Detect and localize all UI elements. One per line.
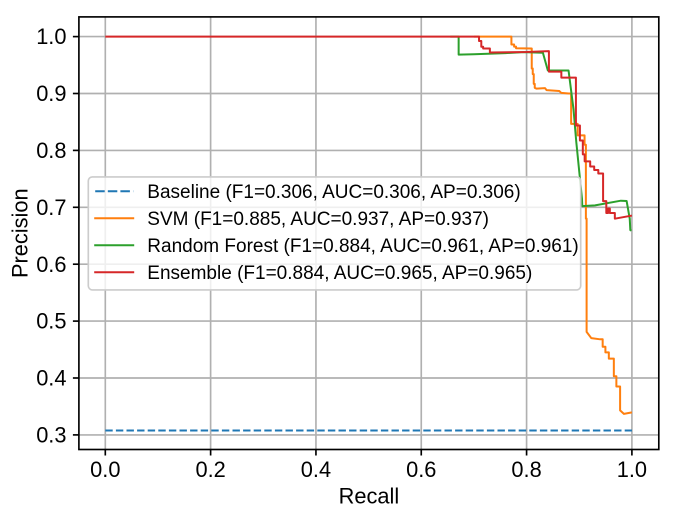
svg-text:0.4: 0.4 bbox=[301, 457, 331, 482]
svg-text:0.6: 0.6 bbox=[406, 457, 436, 482]
svg-text:Ensemble (F1=0.884, AUC=0.965,: Ensemble (F1=0.884, AUC=0.965, AP=0.965) bbox=[147, 263, 532, 284]
svg-text:1.0: 1.0 bbox=[617, 457, 647, 482]
svg-text:Random Forest (F1=0.884, AUC=0: Random Forest (F1=0.884, AUC=0.961, AP=0… bbox=[147, 236, 578, 257]
svg-text:0.0: 0.0 bbox=[90, 457, 120, 482]
svg-text:0.6: 0.6 bbox=[36, 252, 66, 277]
svg-text:1.0: 1.0 bbox=[36, 24, 66, 49]
svg-text:0.8: 0.8 bbox=[511, 457, 541, 482]
svg-text:0.8: 0.8 bbox=[36, 138, 66, 163]
svg-text:0.3: 0.3 bbox=[36, 423, 66, 448]
svg-text:0.4: 0.4 bbox=[36, 366, 66, 391]
svg-text:Baseline (F1=0.306, AUC=0.306,: Baseline (F1=0.306, AUC=0.306, AP=0.306) bbox=[147, 182, 520, 203]
svg-text:0.7: 0.7 bbox=[36, 195, 66, 220]
svg-text:0.2: 0.2 bbox=[195, 457, 225, 482]
svg-text:0.9: 0.9 bbox=[36, 81, 66, 106]
svg-text:Recall: Recall bbox=[339, 484, 400, 509]
svg-text:SVM (F1=0.885, AUC=0.937, AP=0: SVM (F1=0.885, AUC=0.937, AP=0.937) bbox=[147, 209, 489, 230]
svg-text:0.5: 0.5 bbox=[36, 309, 66, 334]
svg-text:Precision: Precision bbox=[8, 188, 33, 278]
